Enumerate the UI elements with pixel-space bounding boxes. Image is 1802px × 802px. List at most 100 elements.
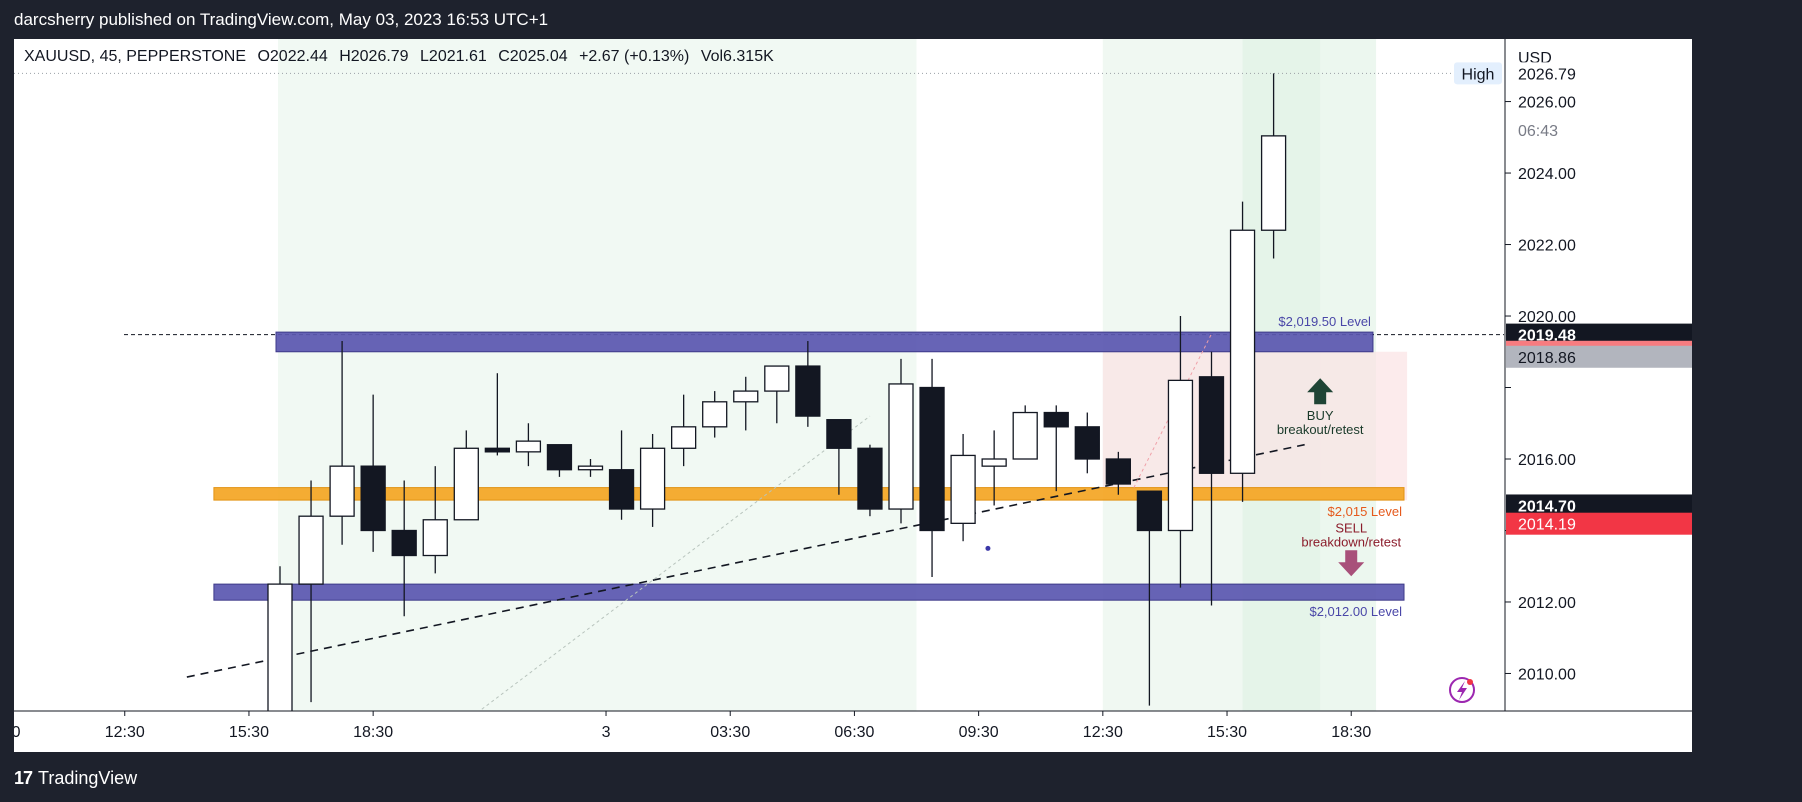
price-label: 2018.86	[1506, 345, 1692, 368]
zone-1[interactable]	[213, 487, 1405, 501]
price-label: 2019.48	[1506, 323, 1692, 346]
session-shade	[278, 39, 917, 711]
candle-body	[546, 444, 573, 471]
price-label-bg	[1506, 494, 1692, 517]
candle-body	[329, 465, 355, 517]
x-tick-label: 18:30	[1331, 724, 1371, 741]
x-tick-label: 06:30	[834, 724, 874, 741]
candle[interactable]	[267, 566, 293, 714]
candle-body	[267, 583, 293, 714]
zone-label: $2,012.00 Level	[1309, 604, 1402, 619]
candle[interactable]	[577, 459, 604, 477]
candle-body	[422, 519, 448, 557]
axes: USD2010.002012.002016.002020.002022.0020…	[14, 39, 1692, 752]
candle[interactable]	[1105, 451, 1131, 495]
candle[interactable]	[546, 444, 573, 477]
candle[interactable]	[1229, 201, 1256, 502]
price-label: 2026.79	[1506, 62, 1692, 85]
price-label-text: 2018.86	[1518, 350, 1576, 367]
y-tick-label: 2026.00	[1518, 95, 1576, 112]
candle[interactable]	[515, 423, 542, 467]
price-label-text: 06:43	[1518, 123, 1558, 140]
candle[interactable]	[733, 376, 759, 431]
candle-body	[919, 386, 945, 532]
candle-body	[826, 419, 852, 449]
chart-frame[interactable]: $2,019.50 Level $2,015 Level $2,012.00 Lev…	[14, 39, 1692, 752]
legend-close: C2025.04	[498, 48, 568, 65]
candle[interactable]	[298, 480, 324, 703]
candle[interactable]	[1167, 316, 1194, 588]
legend-high: H2026.79	[339, 48, 409, 65]
price-label-bg	[1506, 323, 1692, 346]
price-label-text: 2026.79	[1518, 66, 1576, 83]
candle-body	[888, 383, 914, 510]
candle[interactable]	[795, 341, 821, 427]
zone-0[interactable]	[275, 331, 1374, 353]
candle-body	[1074, 426, 1100, 460]
tradingview-logo[interactable]: 17 TradingView	[14, 768, 137, 789]
candle[interactable]	[702, 391, 728, 438]
y-tick-label: 2010.00	[1518, 666, 1576, 683]
price-label-text: 2014.19	[1518, 517, 1576, 534]
candle-body	[1167, 379, 1194, 532]
price-label-bg	[1506, 345, 1692, 368]
candle-body	[1012, 411, 1038, 460]
price-label-text: 2014.70	[1518, 498, 1576, 515]
legend-symbol[interactable]: XAUUSD, 45, PEPPERSTONE	[24, 48, 246, 65]
zone-label: $2,019.50 Level	[1278, 314, 1371, 329]
buy-label: BUY	[1307, 408, 1334, 423]
buy-label: breakout/retest	[1277, 422, 1364, 437]
candle-body	[950, 454, 976, 524]
candle[interactable]	[608, 430, 635, 520]
y-tick-label: 2024.00	[1518, 166, 1576, 183]
lightning-icon-bolt	[1457, 681, 1467, 700]
candle[interactable]	[329, 341, 355, 545]
candle[interactable]	[1043, 405, 1069, 492]
candle[interactable]	[391, 480, 417, 617]
candle[interactable]	[1074, 412, 1100, 474]
footer-brand: TradingView	[38, 768, 138, 788]
candle[interactable]	[484, 373, 511, 456]
zone-2[interactable]	[213, 583, 1405, 601]
candle-body	[1043, 411, 1069, 428]
zone-label: $2,015 Level	[1328, 504, 1403, 519]
candle-body	[764, 365, 790, 392]
candle[interactable]	[919, 358, 945, 577]
price-label-bg	[1506, 512, 1692, 535]
candle[interactable]	[1136, 490, 1163, 706]
candle[interactable]	[671, 394, 697, 467]
candle[interactable]	[764, 365, 790, 424]
candle[interactable]	[639, 433, 666, 527]
candle[interactable]	[360, 394, 386, 552]
lightning-icon[interactable]	[1449, 677, 1475, 703]
candle[interactable]	[1012, 405, 1038, 460]
candle[interactable]	[950, 433, 976, 542]
price-label: 2014.70	[1506, 494, 1692, 517]
candle[interactable]	[826, 419, 852, 495]
x-tick-label: 15:30	[1207, 724, 1247, 741]
candle[interactable]	[981, 430, 1007, 506]
x-tick-label: 12:30	[1083, 724, 1123, 741]
candle-body	[484, 447, 511, 453]
price-label: 2014.19	[1506, 512, 1692, 535]
candle[interactable]	[1260, 73, 1287, 259]
x-tick-label: 03:30	[710, 724, 750, 741]
candle-body	[577, 465, 604, 471]
x-tick-label: 15:30	[229, 724, 269, 741]
candle[interactable]	[1198, 351, 1225, 606]
candle[interactable]	[857, 444, 883, 517]
candle[interactable]	[453, 430, 479, 521]
candle[interactable]	[888, 358, 914, 524]
candle-body	[1198, 376, 1225, 474]
candle-body	[857, 447, 883, 510]
candle-body	[1229, 229, 1256, 474]
legend-volume: Vol6.315K	[700, 48, 774, 65]
candle[interactable]	[422, 466, 448, 574]
price-label-bg	[1506, 62, 1692, 85]
candle-body	[298, 515, 324, 585]
candle-body	[639, 447, 666, 510]
tradingview-logo-icon: 17	[14, 768, 33, 788]
publisher-line: darcsherry published on TradingView.com,…	[14, 10, 549, 29]
candlestick-chart[interactable]: $2,019.50 Level $2,015 Level $2,012.00 Lev…	[14, 39, 1692, 752]
high-marker-label: High	[1462, 66, 1495, 83]
